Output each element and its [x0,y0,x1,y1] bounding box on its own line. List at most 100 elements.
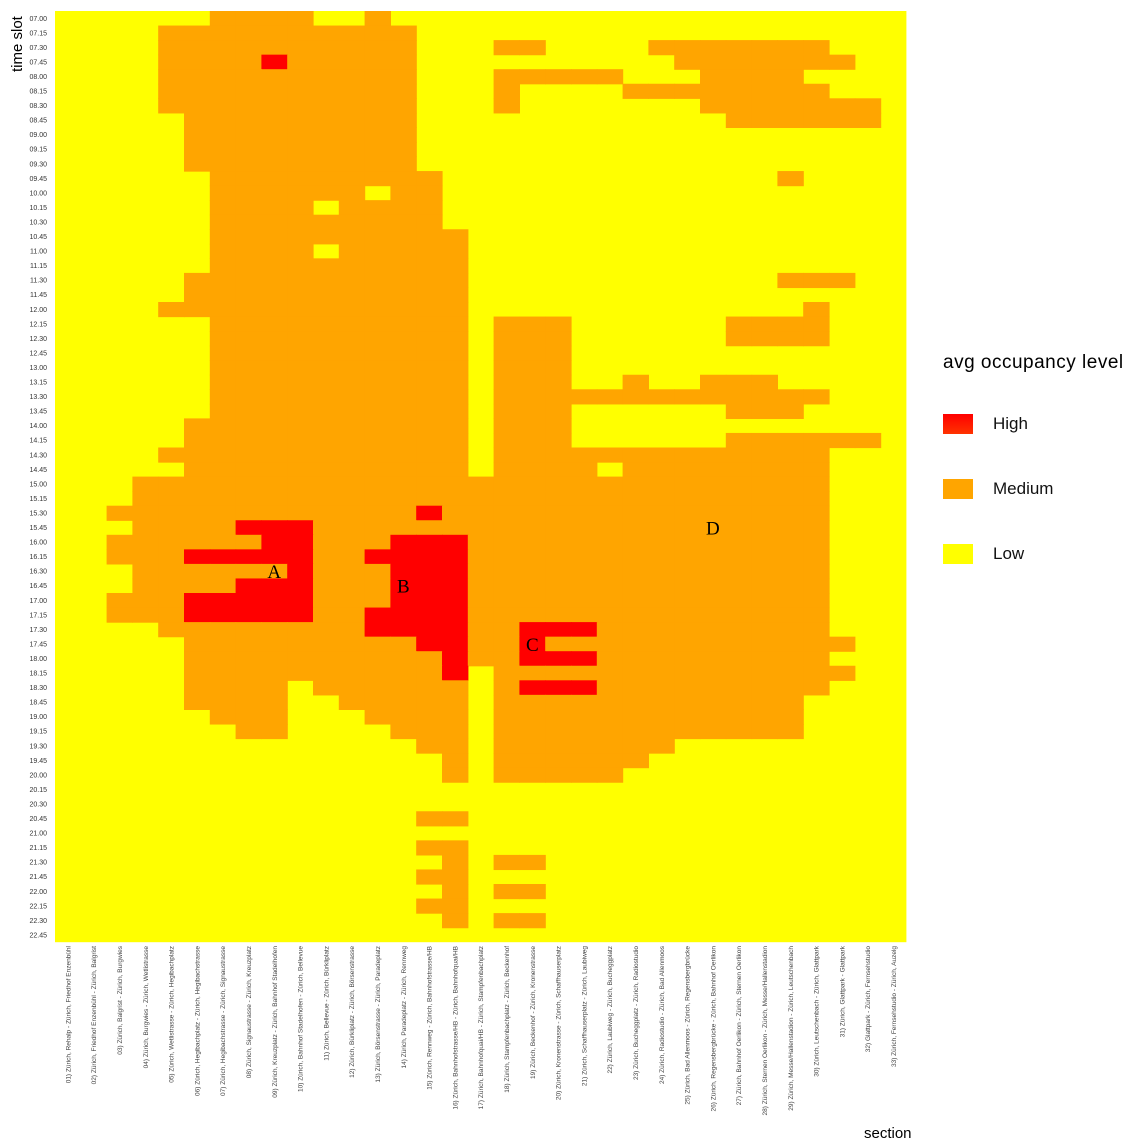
heatmap-cell-medium [571,505,598,521]
heatmap-cell-medium [700,593,727,609]
heatmap-cell-medium [442,520,469,536]
heatmap-cell-medium [390,505,417,521]
heatmap-cell-medium [390,680,417,696]
heatmap-cell-medium [209,156,237,172]
y-tick-label: 15.30 [29,510,47,517]
heatmap-cell-medium [184,432,211,449]
heatmap-cell-medium [545,738,572,754]
heatmap-cell-medium [287,185,314,201]
heatmap-cell-medium [313,593,340,609]
heatmap-cell-medium [390,418,417,434]
heatmap-cell-medium [287,462,314,478]
heatmap-cell-medium [261,11,288,27]
x-tick-label: 17) Zürich, Bahnhofquai/HB - Zürich, Sta… [478,946,485,1109]
heatmap-cell-medium [442,272,469,289]
heatmap-cell-medium [519,767,546,783]
heatmap-cell-medium [674,723,701,740]
y-tick-label: 11.15 [30,263,47,270]
heatmap-cell-medium [287,214,314,230]
heatmap-cell-medium [596,709,624,725]
heatmap-cell-medium [803,389,830,405]
heatmap-cell-medium [596,694,624,710]
heatmap-cell-medium [648,665,675,681]
heatmap-cell-medium [493,331,520,347]
y-tick-label: 16.00 [29,540,47,547]
heatmap-cell-medium [313,40,340,56]
heatmap-cell-medium [648,462,675,478]
heatmap-cell-medium [261,98,288,114]
heatmap-cell-medium [571,753,598,769]
heatmap-cell-medium [390,83,417,99]
heatmap-cell-medium [287,374,314,390]
heatmap-cell-medium [700,69,727,85]
y-tick-label: 11.45 [30,292,47,299]
heatmap-cell-medium [725,578,753,594]
y-tick-label: 12.45 [29,350,47,357]
heatmap-cell-medium [338,418,366,434]
heatmap-cell-medium [493,418,520,434]
heatmap-cell-medium [803,272,830,289]
heatmap-cell-medium [493,549,520,565]
heatmap-cell-high [184,549,211,565]
heatmap-cell-medium [416,840,443,856]
heatmap-cell-medium [467,534,495,550]
heatmap-cell-medium [700,491,727,507]
heatmap-cell-medium [390,389,417,405]
heatmap-cell-high [390,563,417,580]
heatmap-cell-medium [648,738,675,754]
heatmap-cell-medium [364,636,391,652]
heatmap-cell-medium [519,360,546,376]
heatmap-cell-high [442,607,469,623]
heatmap-cell-medium [338,491,366,507]
heatmap-cell-medium [338,665,366,681]
y-tick-label: 19.30 [29,743,47,750]
heatmap-cell-medium [545,607,572,623]
heatmap-cell-medium [751,98,778,114]
heatmap-cell-medium [416,360,443,376]
y-tick-label: 12.30 [29,336,47,343]
heatmap-cell-medium [261,40,288,56]
heatmap-cell-medium [519,534,546,550]
y-tick-label: 22.00 [29,889,47,896]
heatmap-cell-medium [364,11,391,27]
heatmap-cell-medium [442,229,469,245]
heatmap-cell-medium [364,229,391,245]
heatmap-cell-medium [184,578,211,594]
heatmap-cell-medium [416,403,443,419]
heatmap-cell-medium [261,447,288,463]
heatmap-cell-medium [209,505,237,521]
heatmap-cell-medium [158,578,185,594]
heatmap-cell-medium [519,374,546,390]
x-tick-label: 25) Zürich, Bad Allenmoos - Zürich, Rege… [685,946,692,1105]
heatmap-cell-medium [803,578,830,594]
heatmap-cell-medium [261,563,288,580]
heatmap-cell-high [416,534,443,550]
heatmap-cell-medium [777,636,804,652]
heatmap-cell-medium [261,680,288,696]
heatmap-cell-medium [390,40,417,56]
annotation-b: B [397,577,410,598]
heatmap-cell-medium [287,112,314,128]
heatmap-cell-high [442,636,469,652]
heatmap-cell-medium [338,316,366,332]
heatmap-cell-medium [648,723,675,740]
heatmap-cell-medium [390,54,417,70]
heatmap-cell-medium [493,622,520,638]
heatmap-cell-medium [209,462,237,478]
heatmap-cell-medium [622,680,649,696]
heatmap-cell-medium [184,98,211,114]
heatmap-cell-medium [571,738,598,754]
heatmap-cell-medium [674,694,701,710]
heatmap-cell-medium [674,54,701,70]
heatmap-cell-medium [803,534,830,550]
heatmap-cell-medium [390,214,417,230]
heatmap-cell-medium [442,345,469,361]
heatmap-cell-medium [442,331,469,347]
heatmap-cell-medium [442,884,469,900]
heatmap-cell-medium [313,287,340,303]
heatmap-cell-medium [674,563,701,580]
heatmap-cell-medium [596,389,624,405]
heatmap-cell-medium [235,40,262,56]
heatmap-cell-medium [313,156,340,172]
heatmap-cell-medium [545,462,572,478]
